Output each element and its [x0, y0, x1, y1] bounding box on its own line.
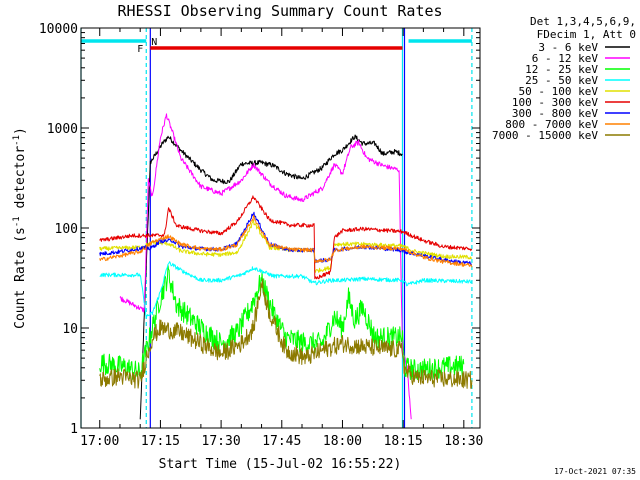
y-axis-label: Count Rate (s-1 detector-1) [12, 127, 28, 329]
legend-header-line-1: Det 1,3,4,5,6,9, [530, 15, 636, 28]
legend-label-2: 6 - 12 keV [532, 52, 599, 65]
series-line-9 [99, 278, 473, 389]
y-axis-label-sup-1: -1 [12, 216, 22, 227]
y-axis-label-part-2: detector [13, 146, 28, 217]
x-axis-label: Start Time (15-Jul-02 16:55:22) [159, 457, 402, 472]
flag-label-N: N [151, 37, 157, 48]
x-tick-label-6: 18:15 [384, 434, 423, 449]
y-tick-label-5: 10000 [39, 22, 78, 37]
x-tick-label-1: 17:00 [80, 434, 119, 449]
legend-label-4: 25 - 50 keV [525, 74, 598, 87]
legend-label-9: 7000 - 15000 keV [492, 129, 598, 142]
x-tick-label-4: 17:45 [262, 434, 301, 449]
x-tick-label-5: 18:00 [323, 434, 362, 449]
plot-area: NF [80, 28, 473, 428]
series-line-8 [99, 214, 473, 268]
x-tick-label-2: 17:15 [141, 434, 180, 449]
y-tick-label-2: 10 [62, 322, 78, 337]
legend-label-8: 800 - 7000 keV [505, 118, 598, 131]
x-tick-label-3: 17:30 [202, 434, 241, 449]
series-line-2 [119, 113, 412, 420]
x-tick-label-7: 18:30 [444, 434, 483, 449]
y-tick-label-1: 1 [70, 422, 78, 437]
chart-title: RHESSI Observing Summary Count Rates [117, 2, 442, 20]
legend-label-5: 50 - 100 keV [519, 85, 599, 98]
series-line-3 [99, 264, 465, 380]
y-axis-label-sup-2: -1 [12, 135, 22, 146]
series-line-4 [99, 261, 472, 319]
y-tick-label-4: 1000 [47, 122, 78, 137]
legend-label-6: 100 - 300 keV [512, 96, 598, 109]
legend-label-7: 300 - 800 keV [512, 107, 598, 120]
y-tick-label-3: 100 [55, 222, 78, 237]
legend-label-1: 3 - 6 keV [538, 41, 598, 54]
timestamp: 17-Oct-2021 07:35 [554, 467, 636, 476]
y-axis-label-part-1: Count Rate (s [13, 227, 28, 329]
legend-label-3: 12 - 25 keV [525, 63, 598, 76]
y-axis-label-part-3: ) [13, 127, 28, 135]
flag-label-F: F [137, 44, 143, 55]
axes: 1 10 100 1000 10000 17:00 17:15 17:30 17:45 18:00… [39, 22, 484, 449]
legend: Det 1,3,4,5,6,9, FDecim 1, Att 0 3 - 6 k… [492, 15, 636, 142]
legend-header-line-2: FDecim 1, Att 0 [537, 28, 636, 41]
